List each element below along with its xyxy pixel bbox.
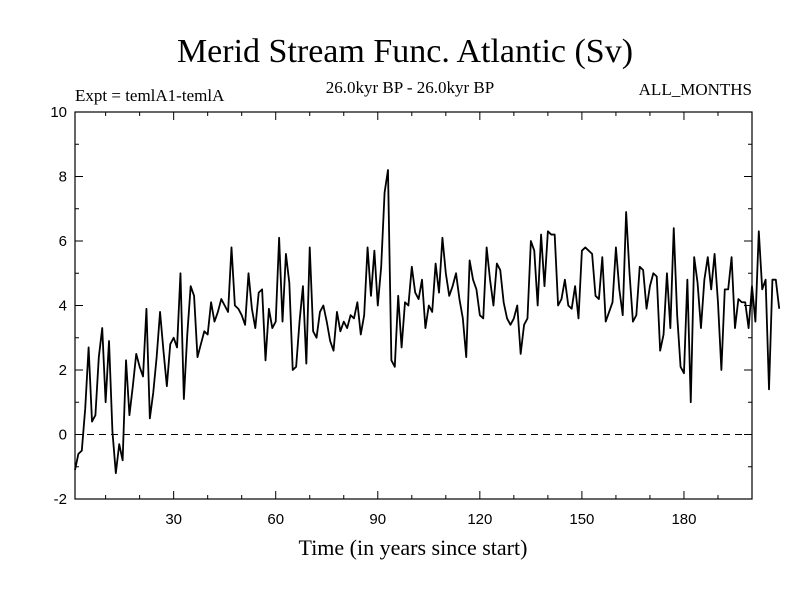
y-tick-label: 4 bbox=[59, 298, 67, 315]
y-tick-label: 6 bbox=[59, 233, 67, 250]
x-tick-label: 30 bbox=[165, 511, 182, 528]
y-tick-label: -2 bbox=[54, 491, 67, 508]
y-tick-label: 2 bbox=[59, 362, 67, 379]
y-tick-label: 0 bbox=[59, 427, 67, 444]
x-tick-label: 150 bbox=[569, 511, 594, 528]
y-tick-label: 8 bbox=[59, 169, 67, 186]
chart-subtitle-center: 26.0kyr BP - 26.0kyr BP bbox=[326, 78, 494, 97]
x-tick-label: 120 bbox=[467, 511, 492, 528]
x-tick-label: 60 bbox=[267, 511, 284, 528]
chart-subtitle-right: ALL_MONTHS bbox=[639, 80, 752, 99]
x-axis-label: Time (in years since start) bbox=[299, 535, 528, 560]
plot-frame bbox=[74, 111, 753, 500]
series-line bbox=[74, 169, 781, 475]
axis-ticks bbox=[75, 111, 752, 500]
x-tick-label: 180 bbox=[671, 511, 696, 528]
chart-subtitle-left: Expt = temlA1-temlA bbox=[75, 86, 225, 105]
y-tick-label: 10 bbox=[50, 104, 67, 121]
x-tick-label: 90 bbox=[369, 511, 386, 528]
chart-title: Merid Stream Func. Atlantic (Sv) bbox=[177, 33, 633, 70]
axis-tick-labels: -2 0 2 4 6 8 10 30 60 90 120 150 180 bbox=[50, 104, 696, 528]
